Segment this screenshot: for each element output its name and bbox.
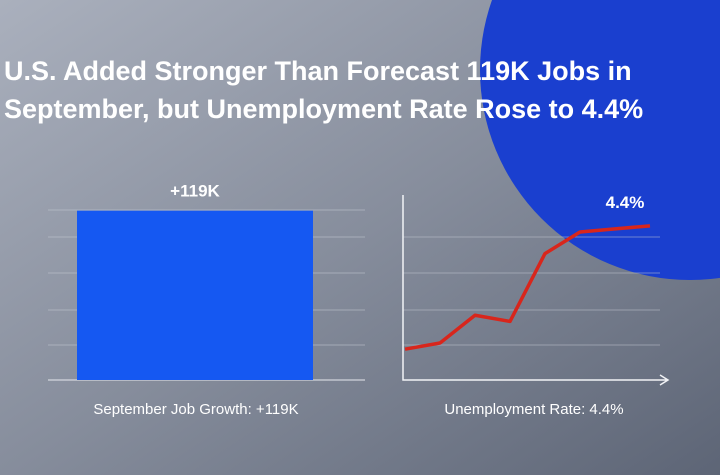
- decor-circle: [480, 0, 720, 280]
- title: U.S. Added Stronger Than Forecast 119K J…: [4, 56, 643, 124]
- line-grid: [403, 236, 660, 346]
- caption: Unemployment Rate: 4.4%: [444, 401, 623, 418]
- value-label: +119K: [170, 182, 220, 201]
- title-line: September, but Unemployment Rate Rose to…: [4, 94, 643, 124]
- value-label: 4.4%: [606, 193, 645, 212]
- title-line: U.S. Added Stronger Than Forecast 119K J…: [4, 56, 632, 86]
- line: [404, 224, 651, 351]
- caption: September Job Growth: +119K: [93, 401, 298, 418]
- bar: [77, 210, 313, 380]
- line-axes: [402, 195, 670, 386]
